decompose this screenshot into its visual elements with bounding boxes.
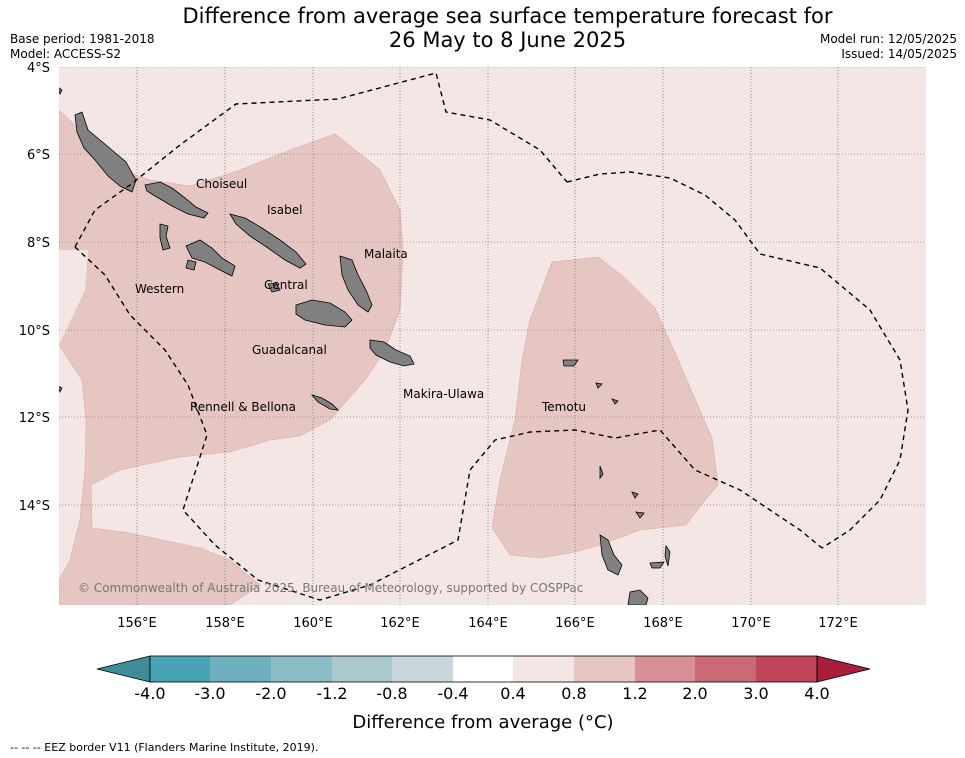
- choiseul-west-island: [74, 111, 137, 193]
- sst-anomaly-map: Choiseul Isabel Malaita Western Central …: [19, 61, 926, 631]
- colorbar-tick-label: -2.0: [255, 684, 286, 703]
- y-tick-label: 12°S: [19, 411, 50, 426]
- eez-border-north: [74, 72, 568, 248]
- colorbar-segment: [453, 656, 513, 682]
- colorbar-tick-label: 3.0: [743, 684, 768, 703]
- colorbar-segment: [332, 656, 392, 682]
- province-label-isabel: Isabel: [267, 203, 302, 217]
- colorbar-segment: [574, 656, 635, 682]
- x-tick-label: 156°E: [117, 616, 157, 631]
- anomaly-field-lower-west: [59, 250, 88, 345]
- x-tick-label: 158°E: [205, 616, 245, 631]
- colorbar-segment: [392, 656, 453, 682]
- colorbar-segment: [695, 656, 756, 682]
- colorbar-tick-label: -3.0: [194, 684, 225, 703]
- colorbar-segment: [210, 656, 271, 682]
- colorbar-extend-low: [96, 655, 151, 683]
- makira-island: [369, 339, 415, 367]
- isabel-island: [229, 213, 307, 269]
- land-masses: [59, 87, 671, 605]
- x-tick-label: 162°E: [380, 616, 420, 631]
- province-label-central: Central: [264, 278, 308, 292]
- western-island-2: [185, 259, 197, 271]
- colorbar-tick-label: -0.8: [376, 684, 407, 703]
- colorbar-tick-label: 0.4: [500, 684, 525, 703]
- western-island-1: [159, 223, 171, 251]
- colorbar-tick-label: 2.0: [682, 684, 707, 703]
- temotu-island-2: [595, 382, 603, 389]
- eez-legend-note: -- -- -- EEZ border V11 (Flanders Marine…: [10, 741, 318, 754]
- province-label-guadalcanal: Guadalcanal: [252, 343, 327, 357]
- vanuatu-island-2: [649, 561, 665, 569]
- colorbar-segment: [756, 656, 817, 682]
- rennell-island: [310, 394, 340, 411]
- colorbar-tick-label: 1.2: [622, 684, 647, 703]
- copyright-notice: © Commonwealth of Australia 2025, Bureau…: [78, 581, 583, 595]
- x-tick-label: 166°E: [555, 616, 595, 631]
- map-title-line-2: 26 May to 8 June 2025: [388, 28, 627, 52]
- islet-west: [59, 386, 63, 394]
- colorbar-extend-high: [816, 655, 871, 683]
- vanuatu-island-6: [631, 491, 639, 499]
- colorbar-tick-label: 0.8: [561, 684, 586, 703]
- vanuatu-island-3: [627, 589, 649, 605]
- province-label-choiseul: Choiseul: [196, 177, 247, 191]
- guadalcanal-island: [295, 299, 353, 328]
- colorbar-tick-label: -4.0: [134, 684, 165, 703]
- islet: [59, 87, 63, 96]
- colorbar-segment: [513, 656, 574, 682]
- colorbar: -4.0 -3.0 -2.0 -1.2 -0.8 -0.4 0.4 0.8 1.…: [10, 655, 871, 754]
- colorbar-tick-label: 4.0: [804, 684, 829, 703]
- province-label-makira-ulawa: Makira-Ulawa: [403, 387, 484, 401]
- x-tick-label: 160°E: [293, 616, 333, 631]
- warm-anomaly-region-west: [59, 109, 404, 605]
- vanuatu-island-1: [599, 534, 623, 576]
- colorbar-tick-label: -1.2: [316, 684, 347, 703]
- eez-borders: [74, 72, 909, 601]
- model-run-label: Model run: 12/05/2025: [819, 32, 957, 46]
- y-tick-label: 6°S: [27, 148, 50, 163]
- eez-border-east: [566, 171, 909, 549]
- new-georgia-island: [185, 239, 236, 277]
- x-tick-label: 164°E: [468, 616, 508, 631]
- model-label: Model: ACCESS-S2: [10, 47, 122, 61]
- colorbar-tick-label: -0.4: [437, 684, 468, 703]
- warm-anomaly-region-east: [491, 256, 719, 559]
- eez-border-south: [74, 246, 823, 601]
- province-label-western: Western: [135, 282, 184, 296]
- x-tick-label: 170°E: [731, 616, 771, 631]
- map-title-line-1: Difference from average sea surface temp…: [182, 4, 833, 28]
- vanuatu-island-5: [635, 511, 645, 519]
- colorbar-segment: [635, 656, 695, 682]
- province-label-temotu: Temotu: [541, 400, 586, 414]
- province-label-malaita: Malaita: [364, 247, 408, 261]
- province-label-rennell-bellona: Rennell & Bellona: [190, 400, 296, 414]
- issued-label: Issued: 14/05/2025: [841, 47, 957, 61]
- vanuatu-island-4: [664, 544, 671, 567]
- colorbar-label: Difference from average (°C): [352, 712, 613, 733]
- y-tick-label: 14°S: [19, 499, 50, 514]
- y-tick-label: 8°S: [27, 236, 50, 251]
- colorbar-segment: [150, 656, 210, 682]
- colorbar-segment: [271, 656, 332, 682]
- x-tick-label: 168°E: [643, 616, 683, 631]
- central-island: [267, 282, 281, 293]
- y-tick-label: 10°S: [19, 324, 50, 339]
- base-period-label: Base period: 1981-2018: [10, 32, 155, 46]
- x-tick-label: 172°E: [818, 616, 858, 631]
- vanuatu-island-7: [599, 465, 604, 480]
- malaita-island: [339, 255, 373, 313]
- temotu-island-3: [611, 398, 619, 405]
- colorbar-outline: [149, 655, 818, 683]
- y-tick-label: 4°S: [27, 61, 50, 76]
- choiseul-island: [144, 181, 209, 219]
- temotu-island-1: [562, 359, 579, 367]
